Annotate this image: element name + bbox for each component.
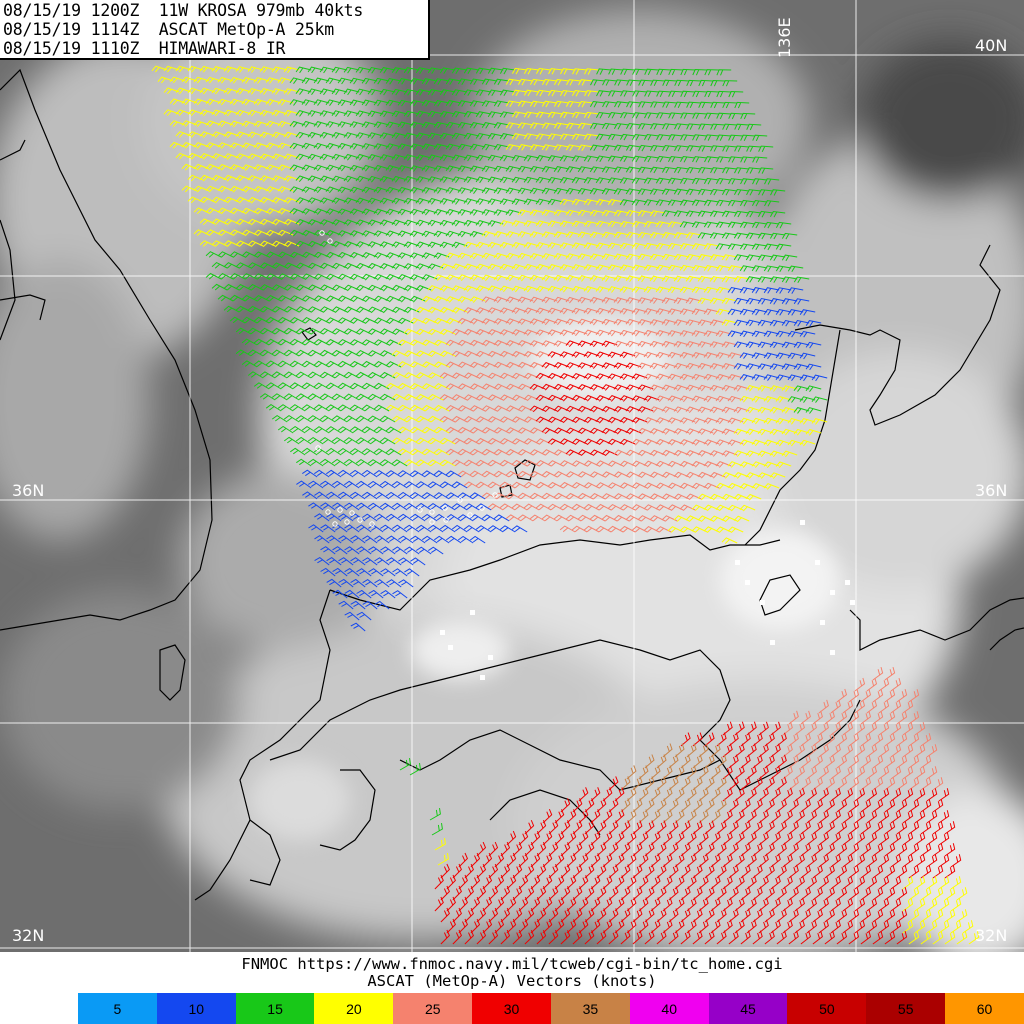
lat-label-36n-right: 36N [975,481,1008,500]
header-line-scatterometer: 08/15/19 1114Z ASCAT MetOp-A 25km [3,20,334,39]
legend-cell-30kt: 30 [472,993,551,1024]
legend-cell-15kt: 15 [235,993,315,1024]
rain-flag-markers [315,230,855,680]
footer-source-url: FNMOC https://www.fnmoc.navy.mil/tcweb/c… [241,955,783,973]
satellite-map [0,0,1024,952]
wind-speed-legend: 5 10 15 20 25 30 35 40 45 50 55 60 [78,993,1024,1024]
ascat-wind-barbs-south-swath [399,666,980,945]
lat-label-36n-left: 36N [12,481,45,500]
header-line-ir-image: 08/15/19 1110Z HIMAWARI-8 IR [3,39,286,58]
legend-cell-20kt: 20 [314,993,394,1024]
ascat-wind-barbs-north-swath [151,65,828,632]
legend-cell-40kt: 40 [629,993,709,1024]
header-info-box: 08/15/19 1200Z 11W KROSA 979mb 40kts 08/… [0,0,430,60]
coastlines [0,68,1024,901]
cloud-highlights [250,320,840,840]
legend-cell-35kt: 35 [550,993,630,1024]
legend-cell-10kt: 10 [156,993,236,1024]
legend-cell-60kt: 60 [945,993,1024,1024]
header-line-storm: 08/15/19 1200Z 11W KROSA 979mb 40kts [3,1,364,20]
lon-label-136e: 136E [775,17,794,58]
legend-cell-25kt: 25 [393,993,473,1024]
legend-cell-55kt: 55 [866,993,946,1024]
lat-label-32n-right: 32N [975,926,1008,945]
lat-label-40n: 40N [975,36,1008,55]
legend-cell-5kt: 5 [78,993,157,1024]
legend-cell-50kt: 50 [787,993,867,1024]
legend-cell-45kt: 45 [708,993,788,1024]
lat-label-32n-left: 32N [12,926,45,945]
footer-legend-title: ASCAT (MetOp-A) Vectors (knots) [367,972,657,990]
